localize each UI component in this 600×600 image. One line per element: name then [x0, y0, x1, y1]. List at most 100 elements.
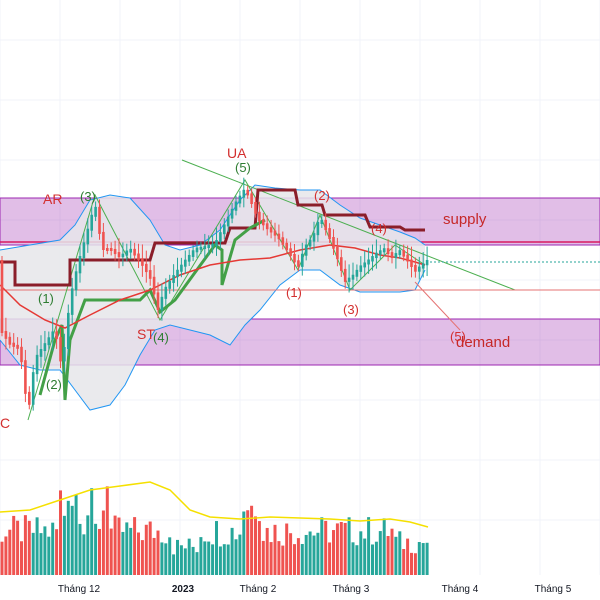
volume-bar: [8, 529, 12, 575]
volume-bar: [304, 534, 308, 575]
candle: [289, 248, 292, 256]
candle: [246, 189, 249, 196]
candle: [117, 252, 121, 258]
candle: [351, 274, 355, 280]
volume-bar: [94, 523, 98, 575]
candle: [24, 360, 27, 394]
candle: [312, 233, 316, 242]
volume-bar: [144, 524, 148, 575]
candle: [265, 223, 269, 230]
volume-bar: [238, 534, 242, 575]
x-tick-label: Tháng 4: [442, 584, 479, 595]
volume-bar: [98, 528, 101, 575]
candle: [281, 237, 285, 245]
candle: [324, 219, 327, 231]
candle: [187, 254, 191, 262]
candle: [238, 195, 242, 204]
volume-bar: [378, 531, 382, 575]
candle: [363, 262, 366, 268]
volume-bar: [20, 541, 23, 575]
volume-bar: [273, 524, 277, 575]
candle: [172, 275, 175, 283]
volume-bar: [406, 538, 410, 575]
candle: [39, 349, 43, 357]
volume-bar: [211, 544, 215, 575]
wave-2-green-label: (2): [46, 377, 62, 392]
candle: [425, 260, 429, 266]
candle: [277, 233, 281, 240]
volume-bar: [308, 531, 312, 575]
volume-bar: [293, 544, 296, 575]
volume-bar: [195, 552, 199, 575]
volume-bar: [289, 533, 293, 575]
candle: [254, 202, 257, 214]
volume-bar: [312, 535, 316, 575]
volume-bar: [363, 538, 367, 575]
volume-bar: [129, 527, 133, 575]
ua-label: UA: [227, 145, 247, 161]
volume-bar: [74, 494, 78, 575]
candle: [106, 248, 109, 251]
trend-line-green: [181, 159, 516, 291]
candle: [379, 250, 382, 255]
candle: [129, 248, 132, 253]
candle: [355, 269, 359, 277]
candle: [133, 248, 136, 256]
candle: [51, 331, 54, 340]
volume-bar: [160, 542, 164, 575]
candle: [285, 242, 288, 251]
candle: [301, 253, 304, 267]
volume-bar: [339, 522, 343, 575]
volume-bar: [70, 505, 74, 575]
volume-bar: [246, 510, 250, 575]
candle: [16, 344, 19, 349]
candle: [421, 263, 425, 269]
volume-bar: [105, 486, 109, 575]
volume-bar: [332, 530, 335, 575]
candle: [394, 253, 398, 258]
volume-bar: [55, 529, 59, 575]
volume-bar: [398, 531, 402, 575]
volume-bar: [86, 515, 90, 575]
candle: [98, 206, 101, 234]
candle: [102, 231, 105, 250]
volume-bar: [82, 534, 86, 575]
candle: [12, 342, 15, 347]
candle: [359, 265, 363, 272]
candle: [43, 343, 47, 351]
volume-bar: [281, 545, 285, 575]
candle: [191, 250, 195, 257]
volume-ma-line: [0, 481, 429, 528]
volume-bar: [179, 545, 183, 575]
volume-bar: [242, 511, 246, 575]
wave-5-green-label: (5): [235, 160, 251, 175]
volume-bar: [90, 488, 94, 575]
x-axis: Tháng 12 2023 Tháng 2 Tháng 3 Tháng 4 Th…: [58, 584, 572, 595]
volume-bar: [109, 528, 113, 575]
candle: [230, 208, 234, 219]
volume-bar: [183, 548, 187, 575]
candle: [148, 270, 152, 279]
volume-bar: [62, 515, 66, 575]
candle: [328, 228, 331, 239]
volume-bar: [59, 490, 62, 575]
x-tick-label: 2023: [172, 584, 195, 595]
candle: [367, 259, 370, 265]
volume-bar: [156, 530, 160, 575]
volume-bar: [277, 541, 281, 575]
volume-bar: [394, 536, 398, 575]
trend-line-red-down: [414, 281, 461, 331]
candle: [0, 260, 4, 333]
x-tick-label: Tháng 2: [240, 584, 277, 595]
candle: [418, 266, 421, 272]
bollinger-lower: [0, 269, 426, 411]
volume-bar: [390, 528, 394, 575]
candle: [382, 248, 386, 253]
candle: [199, 246, 203, 250]
volume-bar: [164, 543, 168, 575]
candle: [195, 247, 199, 253]
candle: [55, 331, 58, 340]
candle: [59, 337, 62, 362]
candle: [145, 263, 148, 273]
